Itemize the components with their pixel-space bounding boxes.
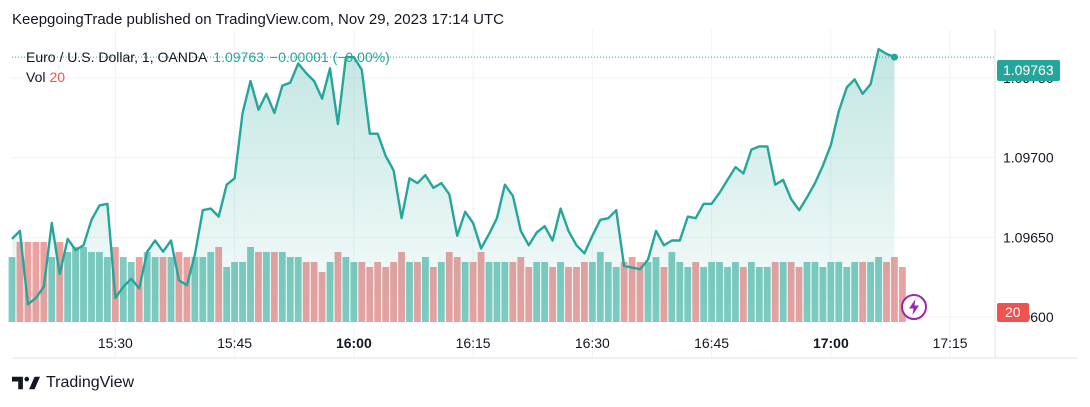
legend-vol-value: 20 <box>49 69 66 85</box>
x-tick-label: 15:30 <box>98 335 133 351</box>
volume-bar <box>899 267 906 322</box>
volume-bar <box>24 242 32 322</box>
x-tick-label: 16:45 <box>694 335 729 351</box>
x-tick-label: 17:15 <box>933 335 968 351</box>
x-tick-label: 16:00 <box>336 335 372 351</box>
last-price-dot <box>890 53 898 61</box>
legend-last-price: 1.09763 <box>213 49 264 65</box>
brand-name: TradingView <box>46 374 135 391</box>
publish-header: KeepgoingTrade published on TradingView.… <box>12 11 504 28</box>
tradingview-logo-icon <box>12 376 40 390</box>
volume-bar <box>32 242 40 322</box>
x-tick-label: 17:00 <box>813 335 849 351</box>
x-tick-label: 16:15 <box>456 335 491 351</box>
legend-vol-label[interactable]: Vol <box>26 69 46 85</box>
footer-brand[interactable]: TradingView <box>12 374 134 392</box>
lightning-icon[interactable] <box>900 293 928 321</box>
legend-symbol[interactable]: Euro / U.S. Dollar, 1, OANDA <box>26 49 208 65</box>
price-line <box>11 47 895 306</box>
last-price-tag: 1.09763 <box>997 60 1060 81</box>
legend-change: −0.00001 (−0.00%) <box>269 49 390 65</box>
x-tick-label: 16:30 <box>575 335 610 351</box>
chart-legend: Euro / U.S. Dollar, 1, OANDA 1.09763 −0.00… <box>26 47 390 87</box>
x-tick-label: 15:45 <box>217 335 252 351</box>
x-axis-ticks: 15:30 15:45 16:00 16:15 16:30 16:45 17:00 17:15 <box>98 335 968 351</box>
y-tick-label: 1.09700 <box>1003 150 1054 166</box>
y-tick-label: 1.09650 <box>1003 229 1054 245</box>
volume-tag: 20 <box>997 303 1029 322</box>
price-area <box>12 49 895 322</box>
